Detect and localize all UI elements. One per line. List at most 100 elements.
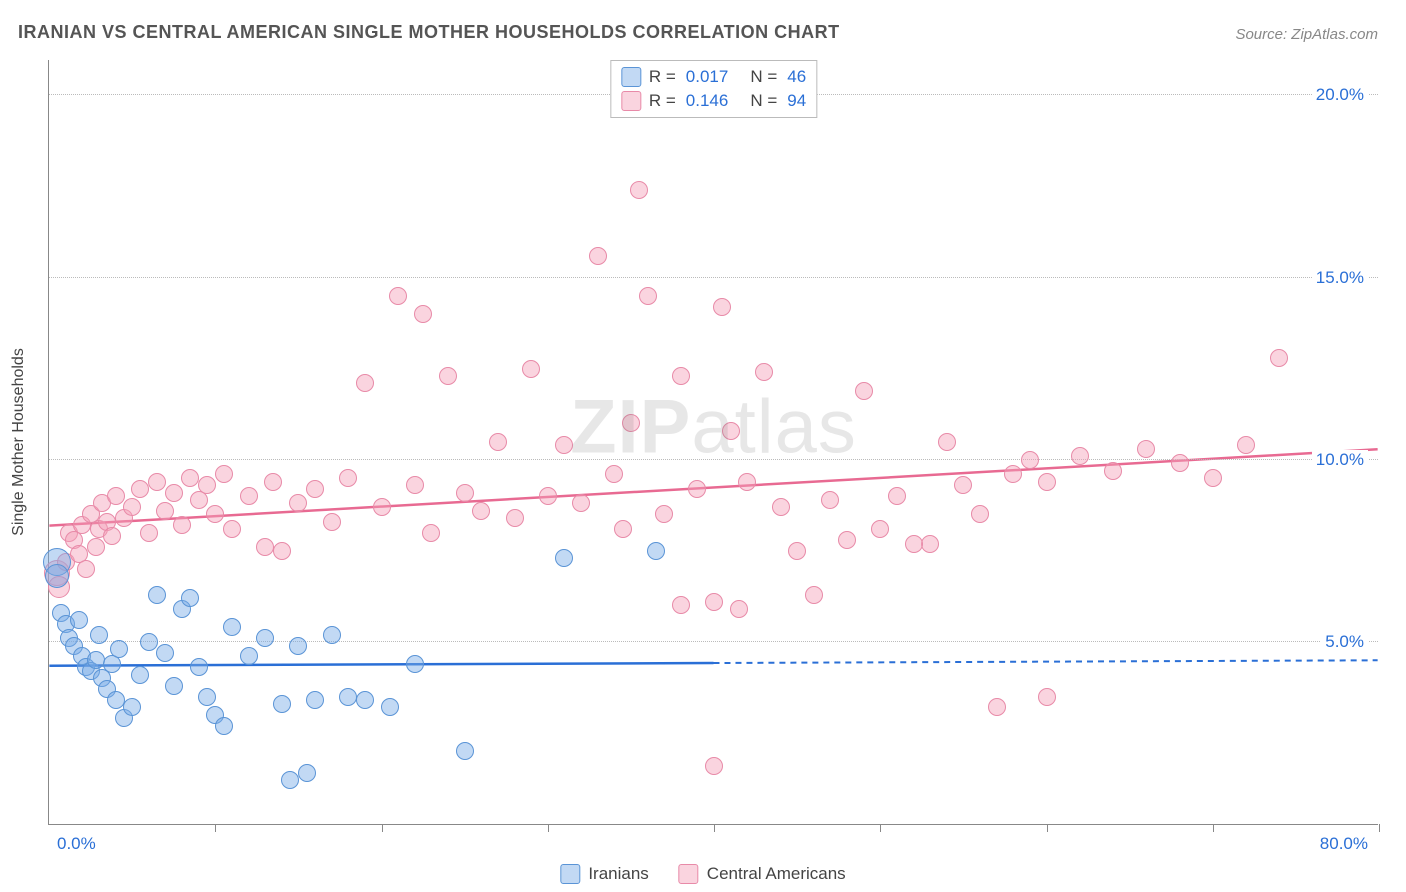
central-americans-marker [439,367,457,385]
central-americans-marker [422,524,440,542]
central-americans-marker [630,181,648,199]
iranians-marker [223,618,241,636]
iranians-marker [107,691,125,709]
central-americans-marker [522,360,540,378]
central-americans-marker [223,520,241,538]
central-americans-marker [1038,688,1056,706]
r-value-iranians: 0.017 [686,65,729,89]
iranians-marker [647,542,665,560]
swatch-central [621,91,641,111]
central-americans-marker [198,476,216,494]
chart-title: IRANIAN VS CENTRAL AMERICAN SINGLE MOTHE… [18,22,840,43]
central-americans-marker [1237,436,1255,454]
n-label: N = [750,89,777,113]
central-americans-marker [888,487,906,505]
central-americans-marker [921,535,939,553]
central-americans-marker [688,480,706,498]
central-americans-marker [140,524,158,542]
central-americans-marker [605,465,623,483]
central-americans-marker [705,757,723,775]
r-value-central: 0.146 [686,89,729,113]
central-americans-marker [555,436,573,454]
central-americans-marker [414,305,432,323]
central-americans-marker [572,494,590,512]
iranians-marker [140,633,158,651]
central-americans-marker [755,363,773,381]
x-tick [215,824,216,832]
central-americans-marker [456,484,474,502]
central-americans-marker [1104,462,1122,480]
watermark: ZIPatlas [570,383,857,470]
gridline [49,277,1378,278]
iranians-marker [339,688,357,706]
central-americans-marker [264,473,282,491]
iranians-marker [87,651,105,669]
central-americans-marker [107,487,125,505]
central-americans-marker [539,487,557,505]
y-axis-title: Single Mother Households [10,348,28,536]
central-americans-marker [489,433,507,451]
iranians-marker [123,698,141,716]
iranians-marker [110,640,128,658]
central-americans-marker [123,498,141,516]
iranians-marker [240,647,258,665]
central-americans-marker [156,502,174,520]
legend-label-central: Central Americans [707,864,846,884]
iranians-marker [131,666,149,684]
central-americans-marker [103,527,121,545]
central-americans-marker [805,586,823,604]
stats-row-iranians: R = 0.017 N = 46 [621,65,806,89]
n-value-iranians: 46 [787,65,806,89]
x-tick [880,824,881,832]
legend-item-iranians: Iranians [560,864,648,884]
central-americans-marker [173,516,191,534]
central-americans-marker [1137,440,1155,458]
central-americans-marker [954,476,972,494]
iranians-marker [45,564,69,588]
central-americans-marker [722,422,740,440]
iranians-marker [156,644,174,662]
iranians-marker [406,655,424,673]
watermark-rest: atlas [691,384,857,469]
iranians-marker [281,771,299,789]
central-americans-marker [730,600,748,618]
central-americans-marker [639,287,657,305]
y-axis-label: 15.0% [1312,268,1368,288]
central-americans-marker [506,509,524,527]
x-tick [1047,824,1048,832]
bottom-legend: Iranians Central Americans [560,864,845,884]
n-value-central: 94 [787,89,806,113]
central-americans-marker [289,494,307,512]
y-axis-label: 20.0% [1312,85,1368,105]
x-axis-max-label: 80.0% [1320,834,1368,854]
central-americans-marker [1071,447,1089,465]
iranians-marker [306,691,324,709]
source-attribution: Source: ZipAtlas.com [1235,26,1378,43]
iranians-marker [148,586,166,604]
central-americans-marker [389,287,407,305]
plot-area: Single Mother Households ZIPatlas R = 0.… [48,60,1378,825]
r-label: R = [649,89,676,113]
central-americans-marker [672,596,690,614]
central-americans-marker [373,498,391,516]
central-americans-marker [855,382,873,400]
central-americans-marker [406,476,424,494]
swatch-iranians [621,67,641,87]
x-tick [1213,824,1214,832]
central-americans-marker [215,465,233,483]
iranians-marker [273,695,291,713]
central-americans-marker [672,367,690,385]
iranians-marker [289,637,307,655]
central-americans-marker [1270,349,1288,367]
central-americans-marker [339,469,357,487]
central-americans-marker [472,502,490,520]
central-americans-marker [871,520,889,538]
central-americans-marker [655,505,673,523]
central-americans-marker [988,698,1006,716]
central-americans-marker [131,480,149,498]
iranians-marker [298,764,316,782]
iranians-marker [323,626,341,644]
stats-legend: R = 0.017 N = 46 R = 0.146 N = 94 [610,60,817,118]
central-americans-marker [306,480,324,498]
central-americans-marker [772,498,790,516]
